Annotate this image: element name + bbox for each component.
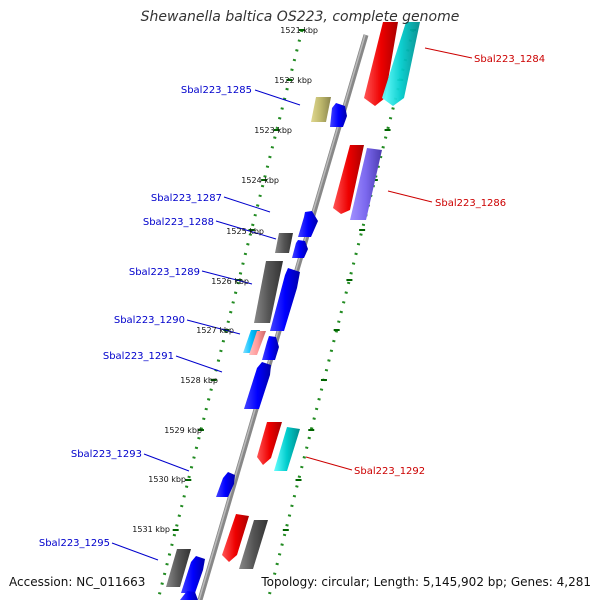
gene-blue-1288[interactable] xyxy=(292,240,308,258)
tick-label-1525: 1525 kbp xyxy=(226,227,264,236)
connector-1290 xyxy=(186,319,241,335)
gene-red-1292[interactable] xyxy=(257,422,282,465)
gene-blue-1296[interactable] xyxy=(180,591,198,600)
connector-1284 xyxy=(424,47,473,59)
tick-label-1523: 1523 kbp xyxy=(254,126,292,135)
tick-label-1522: 1522 kbp xyxy=(274,76,312,85)
gene-gray-1289[interactable] xyxy=(254,261,283,323)
gene-label-1293[interactable]: Sbal223_1293 xyxy=(71,449,142,460)
gene-label-1286[interactable]: Sbal223_1286 xyxy=(435,198,506,209)
tick-label-1524: 1524 kbp xyxy=(241,176,279,185)
tick-label-1527: 1527 kbp xyxy=(196,326,234,335)
connector-1292 xyxy=(305,456,353,471)
gene-label-1287[interactable]: Sbal223_1287 xyxy=(151,193,222,204)
gene-label-1292[interactable]: Sbal223_1292 xyxy=(354,466,425,477)
gene-blue-1285[interactable] xyxy=(330,103,347,127)
connector-1291 xyxy=(175,355,223,373)
tick-label-1521: 1521 kbp xyxy=(280,26,318,35)
connector-1286 xyxy=(387,190,433,203)
gene-gray-1295[interactable] xyxy=(166,549,191,587)
connector-1289 xyxy=(201,270,253,285)
tick-label-1528: 1528 kbp xyxy=(180,376,218,385)
gene-label-1288[interactable]: Sbal223_1288 xyxy=(143,217,214,228)
gene-blue-1290[interactable] xyxy=(262,336,279,360)
gene-blue-1293[interactable] xyxy=(216,472,235,497)
gene-red-1284[interactable] xyxy=(364,22,398,106)
gene-gray-1288[interactable] xyxy=(275,233,293,253)
gene-khaki-1285[interactable] xyxy=(311,97,331,122)
connector-1288 xyxy=(215,220,277,240)
gene-purple-1286[interactable] xyxy=(350,148,382,220)
gene-red-1294[interactable] xyxy=(222,514,249,562)
accession-label: Accession: NC_011663 xyxy=(9,575,149,589)
topology-label: Topology: circular; Length: 5,145,902 bp… xyxy=(258,575,591,589)
gene-label-1284[interactable]: Sbal223_1284 xyxy=(474,54,545,65)
outer-track-dotted-line xyxy=(266,29,415,600)
connector-1295 xyxy=(111,542,159,561)
gene-gray-1294[interactable] xyxy=(239,520,268,569)
kbp-tick-labels: 1521 kbp 1522 kbp 1523 kbp 1524 kbp 1525… xyxy=(132,26,318,534)
tick-label-1530: 1530 kbp xyxy=(148,475,186,484)
gene-blue-1289[interactable] xyxy=(270,268,300,331)
tick-label-1529: 1529 kbp xyxy=(164,426,202,435)
gene-label-1295[interactable]: Sbal223_1295 xyxy=(39,538,110,549)
gene-label-1289[interactable]: Sbal223_1289 xyxy=(129,267,200,278)
gene-cyan-1292[interactable] xyxy=(274,427,300,471)
genome-title: Shewanella baltica OS223, complete genom… xyxy=(140,9,460,25)
connector-1293 xyxy=(143,453,190,472)
gene-labels: Sbal223_1284 Sbal223_1285 Sbal223_1286 S… xyxy=(39,54,545,549)
connector-1285 xyxy=(254,89,301,106)
tick-label-1526: 1526 kbp xyxy=(211,277,249,286)
gene-label-1291[interactable]: Sbal223_1291 xyxy=(103,351,174,362)
tick-label-1531: 1531 kbp xyxy=(132,525,170,534)
gene-blue-1287[interactable] xyxy=(298,211,318,237)
gene-blue-1295[interactable] xyxy=(181,556,205,593)
gene-red-1286[interactable] xyxy=(333,145,364,214)
label-connectors xyxy=(111,47,473,561)
gene-features xyxy=(166,22,420,600)
gene-cyan-1284[interactable] xyxy=(382,22,420,106)
gene-blue-1291[interactable] xyxy=(244,362,271,409)
gene-label-1290[interactable]: Sbal223_1290 xyxy=(114,315,185,326)
gene-pink-1290[interactable] xyxy=(249,331,266,355)
connector-1287 xyxy=(223,196,271,213)
gene-label-1285[interactable]: Sbal223_1285 xyxy=(181,85,252,96)
